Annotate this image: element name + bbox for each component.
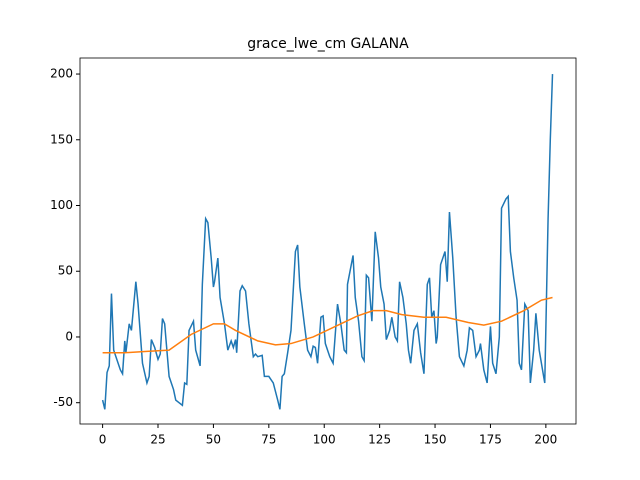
y-tick-label: 0 (65, 329, 73, 343)
x-tick-label: 0 (99, 433, 107, 447)
data-line (101, 74, 554, 410)
y-tick-label: 150 (50, 132, 73, 146)
y-tick-label: 100 (50, 198, 73, 212)
y-tick-label: 200 (50, 67, 73, 81)
x-tick-label: 200 (534, 433, 557, 447)
x-tick-label: 50 (206, 433, 221, 447)
x-tick-label: 100 (313, 433, 336, 447)
y-tick-label: 50 (58, 264, 73, 278)
chart-title: grace_lwe_cm GALANA (247, 36, 409, 52)
x-tick-label: 125 (368, 433, 391, 447)
x-tick-label: 175 (479, 433, 502, 447)
x-tick-label: 150 (424, 433, 447, 447)
data-line (102, 296, 553, 354)
y-tick-label: -50 (53, 395, 73, 409)
plot-frame (79, 57, 577, 425)
x-tick-label: 25 (150, 433, 165, 447)
x-tick-label: 75 (261, 433, 276, 447)
